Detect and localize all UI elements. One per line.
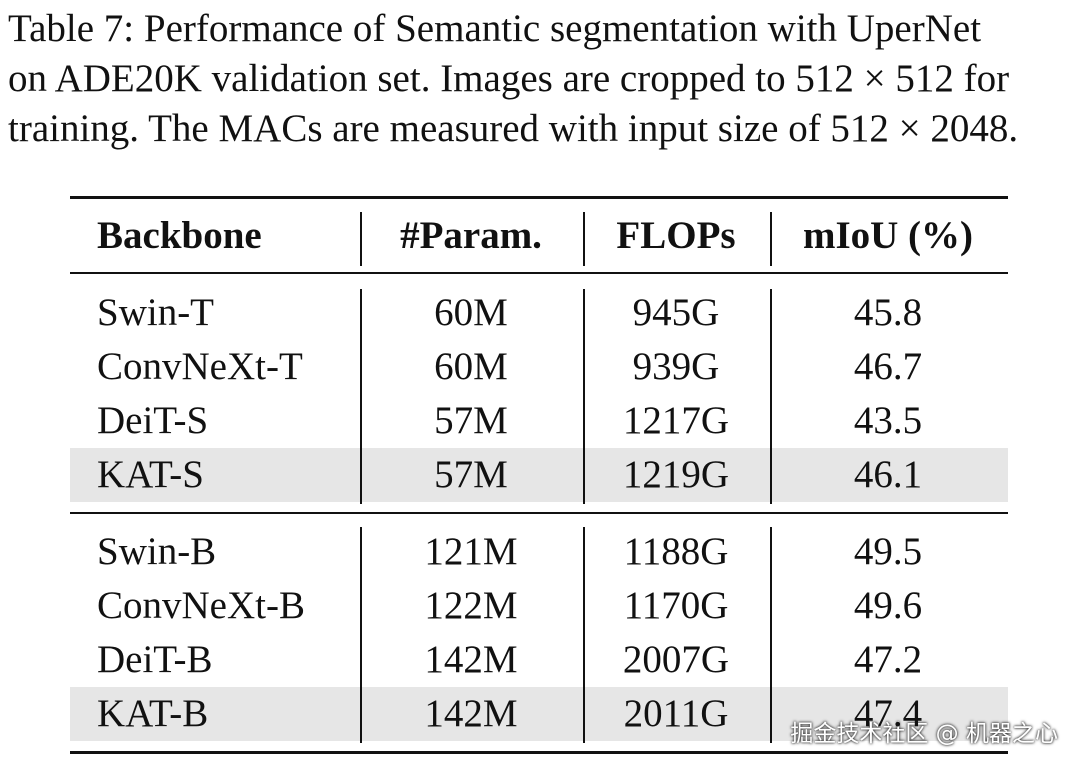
table-cell: 122M [424, 584, 518, 627]
table-cell: 2007G [622, 638, 730, 681]
table-cell: 46.7 [853, 345, 923, 388]
table-cell: 46.1 [853, 453, 923, 496]
column-divider [583, 212, 585, 266]
table-cell: 47.4 [853, 692, 923, 735]
table-cell: ConvNeXt-T [97, 345, 303, 388]
table-cell: 49.6 [853, 584, 923, 627]
table-cell: 939G [632, 345, 720, 388]
column-divider [770, 289, 772, 504]
table-cell: DeiT-S [97, 399, 209, 442]
table-cell: 1188G [623, 530, 729, 573]
table-cell: 121M [424, 530, 518, 573]
table-cell: 57M [434, 453, 508, 496]
table-cell: 1217G [622, 399, 730, 442]
table-cell: 45.8 [853, 291, 923, 334]
table-cell: KAT-B [97, 692, 209, 735]
table-cell: 142M [424, 692, 518, 735]
table-cell: 47.2 [853, 638, 923, 681]
table-cell: 60M [434, 345, 508, 388]
table-cell: Swin-T [97, 291, 214, 334]
group-rule [70, 512, 1008, 514]
table-cell: 57M [434, 399, 508, 442]
table-cell: 142M [424, 638, 518, 681]
header-cell: FLOPs [616, 214, 736, 257]
table-cell: KAT-S [97, 453, 204, 496]
bottom-rule [70, 751, 1008, 754]
table-cell: 43.5 [853, 399, 923, 442]
column-divider [360, 289, 362, 504]
column-divider [770, 212, 772, 266]
watermark: 掘金技术社区 @ 机器之心 [790, 721, 1058, 747]
header-cell: Backbone [97, 214, 262, 257]
table-cell: DeiT-B [97, 638, 213, 681]
caption-line: training. The MACs are measured with inp… [8, 107, 1019, 150]
column-divider [360, 212, 362, 266]
table-cell: ConvNeXt-B [97, 584, 305, 627]
column-divider [583, 289, 585, 504]
table-cell: 1219G [622, 453, 730, 496]
table-cell: 945G [632, 291, 720, 334]
header-rule [70, 272, 1008, 274]
table-cell: 49.5 [853, 530, 923, 573]
row-highlight [70, 687, 1008, 741]
header-cell: mIoU (%) [802, 214, 974, 257]
column-divider [583, 527, 585, 743]
caption-line: on ADE20K validation set. Images are cro… [8, 57, 1010, 100]
table-cell: 1170G [623, 584, 729, 627]
caption-line: Table 7: Performance of Semantic segment… [8, 7, 982, 50]
column-divider [360, 527, 362, 743]
table-cell: 60M [434, 291, 508, 334]
column-divider [770, 527, 772, 743]
top-rule [70, 196, 1008, 199]
table-cell: 2011G [623, 692, 729, 735]
header-cell: #Param. [400, 214, 542, 257]
table-cell: Swin-B [97, 530, 217, 573]
row-highlight [70, 448, 1008, 502]
